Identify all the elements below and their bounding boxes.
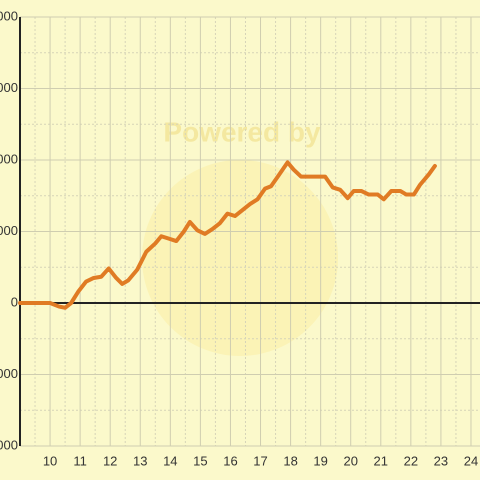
x-tick-label: 15	[193, 453, 207, 468]
x-tick-label: 12	[103, 453, 117, 468]
watermark: Powered by	[163, 116, 321, 147]
x-tick-label: 13	[133, 453, 147, 468]
watermark-logo	[142, 160, 338, 356]
y-tick-label: 6,000	[0, 151, 18, 166]
x-tick-label: 19	[313, 453, 327, 468]
data-line	[18, 160, 437, 310]
x-tick-label: 20	[343, 453, 357, 468]
x-tick-label: 16	[223, 453, 237, 468]
y-tick-label: -6,000	[0, 437, 18, 452]
x-tick-label: 23	[434, 453, 448, 468]
y-tick-label: 12,000	[0, 8, 18, 23]
x-tick-label: 14	[163, 453, 177, 468]
y-tick-label: 3,000	[0, 223, 18, 238]
x-tick-label: 10	[43, 453, 57, 468]
x-tick-label: 18	[283, 453, 297, 468]
y-tick-label: -3,000	[0, 366, 18, 381]
x-tick-label: 11	[73, 453, 87, 468]
x-tick-label: 24	[464, 453, 478, 468]
y-tick-label: 9,000	[0, 80, 18, 95]
y-tick-label: 0	[11, 294, 18, 309]
x-tick-label: 17	[253, 453, 267, 468]
x-tick-label: 21	[374, 453, 388, 468]
x-tick-label: 22	[404, 453, 418, 468]
